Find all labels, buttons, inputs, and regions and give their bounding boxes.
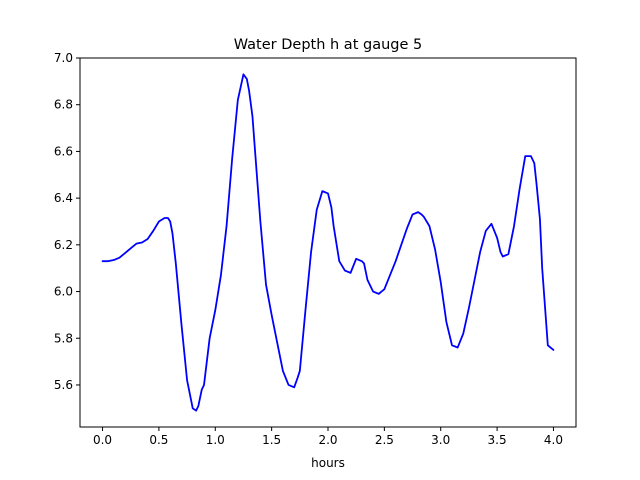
x-axis-label: hours [311,456,345,470]
x-tick-label: 1.0 [206,433,225,447]
series-layer [101,73,555,412]
chart-title: Water Depth h at gauge 5 [234,37,422,53]
x-tick-label: 3.5 [488,433,507,447]
y-tick-label: 6.4 [54,191,73,205]
plot-area [80,58,576,427]
x-tick-label: 0.0 [93,433,112,447]
y-axis: 5.6 5.8 6.0 6.2 6.4 6.6 6.8 7.0 [54,51,80,392]
x-tick-label: 1.5 [262,433,281,447]
y-tick-label: 6.2 [54,238,73,252]
x-tick-label: 2.0 [318,433,337,447]
x-tick-label: 2.5 [375,433,394,447]
y-tick-label: 6.0 [54,285,73,299]
y-tick-label: 6.8 [54,98,73,112]
x-tick-label: 4.0 [544,433,563,447]
x-axis: 0.0 0.5 1.0 1.5 2.0 2.5 3.0 3.5 4.0 [93,427,563,447]
y-tick-label: 5.8 [54,331,73,345]
y-tick-label: 5.6 [54,378,73,392]
y-tick-label: 7.0 [54,51,73,65]
x-tick-label: 3.0 [431,433,450,447]
x-tick-label: 0.5 [149,433,168,447]
y-tick-label: 6.6 [54,144,73,158]
series-line-0 [101,73,555,412]
